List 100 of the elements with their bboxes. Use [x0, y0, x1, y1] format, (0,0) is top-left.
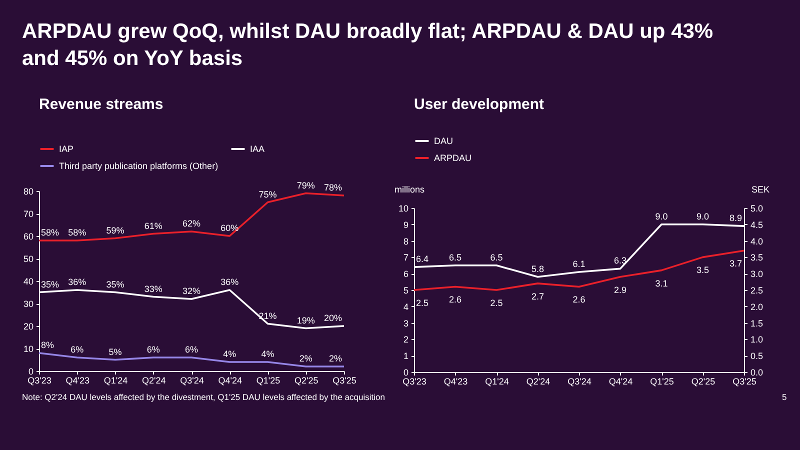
chart-title: ARPDAU grew QoQ, whilst DAU broadly flat; ARPDAU & DAU up 43% and 45% on YoY basis: [22, 19, 714, 72]
data-label: 19%: [296, 315, 315, 326]
data-label: 6.1: [572, 258, 586, 269]
y2-tick-label: 0.0: [750, 368, 764, 378]
legend-label: IAA: [250, 144, 265, 154]
y-tick-label: 20: [23, 322, 34, 332]
y-tick-label: 6: [403, 269, 408, 280]
y2-tick-label: 4.0: [750, 236, 764, 246]
data-label: 2.5: [416, 298, 429, 308]
legend-label: DAU: [434, 136, 454, 146]
x-tick-label: Q2'25: [294, 376, 318, 386]
y-tick-label: 8: [403, 236, 408, 246]
data-label: 6.5: [490, 252, 503, 262]
y2-tick-label: 4.5: [750, 220, 764, 230]
data-label: 2.6: [572, 294, 586, 305]
legend-label: ARPDAU: [434, 153, 472, 163]
data-label: 5%: [108, 346, 122, 357]
y2-tick-label: 3.5: [750, 252, 764, 263]
x-tick-label: Q1'24: [104, 376, 128, 386]
x-tick-label: Q3'25: [732, 376, 756, 386]
x-tick-label: Q2'24: [142, 376, 166, 386]
data-label: 62%: [182, 218, 201, 228]
y-tick-label: 70: [23, 209, 34, 219]
line-series: [38, 192, 345, 242]
data-label: 20%: [324, 313, 342, 323]
y-tick-label: 0: [28, 366, 34, 376]
data-label: 2%: [299, 354, 312, 364]
x-tick-label: Q3'23: [402, 376, 426, 386]
data-label: 6%: [146, 344, 160, 354]
data-label: 78%: [324, 182, 342, 192]
x-tick-label: Q1'25: [650, 376, 674, 386]
data-label: 75%: [258, 189, 277, 200]
data-label: 2%: [328, 354, 342, 364]
text: 5: [782, 392, 787, 402]
x-tick-label: Q4'23: [444, 376, 468, 386]
data-label: 4%: [261, 349, 274, 359]
data-label: 36%: [220, 277, 239, 287]
data-label: 4%: [223, 349, 236, 359]
data-label: 61%: [144, 220, 162, 231]
data-label: 5.8: [531, 264, 544, 274]
x-tick-label: Q2'24: [526, 376, 550, 386]
data-label: 6%: [70, 344, 84, 354]
data-label: 3.7: [729, 258, 742, 269]
legend-label: Third party publication platforms (Other): [59, 161, 218, 171]
data-label: 35%: [106, 279, 124, 290]
y-tick-label: 10: [398, 204, 408, 214]
x-tick-label: Q4'24: [218, 376, 242, 386]
y-tick-label: 30: [23, 299, 34, 309]
x-tick-label: Q3'24: [568, 376, 592, 386]
data-label: 8%: [41, 340, 54, 350]
data-label: 60%: [220, 223, 239, 233]
y2-tick-label: 5.0: [750, 204, 764, 214]
x-tick-label: Q3'25: [332, 376, 356, 386]
data-label: 32%: [182, 286, 201, 296]
y-tick-label: 4: [403, 302, 408, 312]
y-tick-label: 9: [403, 220, 408, 230]
data-label: 36%: [68, 277, 86, 287]
data-label: 35%: [41, 279, 60, 290]
data-label: 3.1: [655, 278, 668, 288]
y-tick-label: 10: [23, 344, 34, 354]
data-label: 58%: [41, 228, 60, 238]
data-label: 6.5: [448, 252, 462, 262]
data-label: 2.5: [490, 298, 503, 308]
data-label: 6%: [184, 344, 198, 354]
y-tick-label: 50: [23, 254, 34, 264]
data-label: 79%: [296, 180, 315, 190]
y2-tick-label: 2.5: [750, 286, 764, 296]
x-tick-label: Q3'24: [180, 376, 204, 386]
y-tick-label: 80: [23, 186, 34, 196]
data-label: 9.0: [655, 211, 668, 222]
data-label: 59%: [106, 225, 124, 236]
data-label: 2.9: [614, 284, 627, 295]
x-tick-label: Q4'24: [608, 376, 633, 386]
data-label: 2.6: [448, 294, 462, 305]
legend-label: IAP: [59, 144, 74, 154]
data-label: 3.5: [696, 265, 710, 276]
y2-tick-label: 1.0: [750, 334, 764, 345]
y-tick-label: 7: [403, 252, 408, 263]
y-tick-label: 40: [23, 276, 34, 286]
data-label: 2.7: [531, 291, 544, 302]
y-tick-label: 2: [403, 334, 408, 345]
y-tick-label: 1: [403, 351, 408, 362]
y2-tick-label: 3.0: [750, 269, 764, 280]
data-label: 9.0: [696, 211, 710, 222]
y-axis-title: millions: [394, 184, 426, 194]
data-label: 8.9: [729, 213, 742, 224]
y-tick-label: 0: [403, 368, 408, 378]
data-label: 33%: [144, 284, 162, 294]
y2-tick-label: 1.5: [750, 318, 764, 328]
y2-tick-label: 2.0: [750, 302, 764, 312]
x-tick-label: Q1'24: [485, 376, 509, 386]
chart-subtitle: Revenue streams: [39, 96, 164, 113]
x-tick-label: Q1'25: [256, 376, 280, 386]
x-tick-label: Q4'23: [66, 376, 90, 386]
chart-title: User development: [414, 96, 544, 113]
y-tick-label: 60: [23, 232, 34, 242]
y2-tick-label: 0.5: [750, 351, 764, 362]
text: Note: Q2'24 DAU levels affected by the divestment, Q1'25 DAU levels affected by the acquisition: [22, 392, 385, 402]
data-label: 58%: [68, 228, 86, 238]
y-tick-label: 3: [403, 318, 408, 328]
